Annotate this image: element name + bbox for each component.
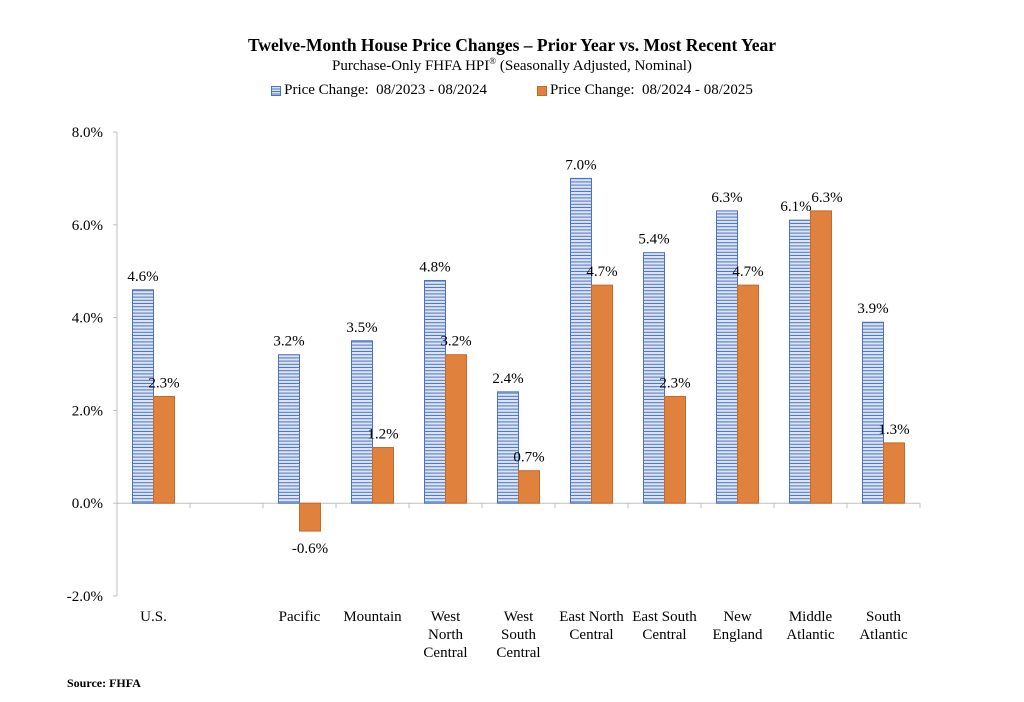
x-tick-label: New xyxy=(723,609,751,625)
x-tick-label: Pacific xyxy=(279,609,321,625)
x-tick-label: South xyxy=(866,609,902,625)
data-label: 0.7% xyxy=(513,450,544,466)
bar-recent-year xyxy=(372,447,394,504)
data-label: 7.0% xyxy=(565,157,596,173)
data-label: 3.2% xyxy=(440,334,471,350)
bar-recent-year xyxy=(737,284,759,504)
bar-prior-year xyxy=(278,354,300,504)
y-tick-label: 8.0% xyxy=(72,125,103,141)
x-tick-label: Atlantic xyxy=(859,627,908,643)
bar-prior-year xyxy=(424,279,446,504)
subtitle-tail: (Seasonally Adjusted, Nominal) xyxy=(496,58,692,74)
data-label: 4.7% xyxy=(732,264,763,280)
x-tick-label: Mountain xyxy=(343,609,402,625)
data-label: 2.3% xyxy=(659,375,690,391)
y-tick-label: 4.0% xyxy=(72,311,103,327)
legend-item-recent-year: Price Change: 08/2024 - 08/2025 xyxy=(537,82,753,99)
legend-item-prior-year: Price Change: 08/2023 - 08/2024 xyxy=(271,82,487,99)
data-label: 5.4% xyxy=(638,232,669,248)
bar-recent-year xyxy=(445,354,467,504)
data-label: 3.5% xyxy=(346,320,377,336)
data-label: 3.2% xyxy=(273,334,304,350)
data-label: 1.3% xyxy=(878,422,909,438)
bar-recent-year xyxy=(153,395,175,504)
chart-subtitle: Purchase-Only FHFA HPI® (Seasonally Adju… xyxy=(0,56,1024,75)
y-tick-label: 2.0% xyxy=(72,403,103,419)
bar-recent-year xyxy=(299,502,321,532)
data-label: 2.3% xyxy=(148,375,179,391)
source-note: Source: FHFA xyxy=(67,676,141,690)
bar-recent-year xyxy=(591,284,613,504)
registered-mark: ® xyxy=(489,56,497,66)
chart-title: Twelve-Month House Price Changes – Prior… xyxy=(248,35,776,55)
data-label: 4.6% xyxy=(127,269,158,285)
x-tick-label: North xyxy=(428,627,463,643)
bar-recent-year xyxy=(664,395,686,504)
subtitle-text: Purchase-Only FHFA HPI xyxy=(332,58,490,74)
x-tick-label: Central xyxy=(642,627,686,643)
bar-prior-year xyxy=(497,391,519,504)
x-tick-label: Central xyxy=(569,627,613,643)
x-tick-label: England xyxy=(713,627,763,643)
legend: Price Change: 08/2023 - 08/2024 Price Ch… xyxy=(0,82,1024,99)
legend-label-prior-year: Price Change: 08/2023 - 08/2024 xyxy=(284,82,487,98)
data-label: 1.2% xyxy=(367,427,398,443)
data-label: -0.6% xyxy=(292,541,328,557)
bar-prior-year xyxy=(716,210,738,504)
x-tick-label: Central xyxy=(423,645,467,661)
bar-prior-year xyxy=(643,252,665,504)
y-tick-label: 0.0% xyxy=(72,496,103,512)
x-tick-label: Atlantic xyxy=(786,627,835,643)
data-label: 6.1% xyxy=(780,199,811,215)
x-tick-label: West xyxy=(431,609,461,625)
data-label: 6.3% xyxy=(811,190,842,206)
y-tick-label: 6.0% xyxy=(72,218,103,234)
data-label: 2.4% xyxy=(492,371,523,387)
bar-prior-year xyxy=(570,177,592,504)
x-tick-label: South xyxy=(501,627,537,643)
bar-recent-year xyxy=(518,470,540,504)
x-tick-label: Central xyxy=(496,645,540,661)
x-tick-label: Middle xyxy=(789,609,833,625)
bar-prior-year xyxy=(789,219,811,504)
legend-label-recent-year: Price Change: 08/2024 - 08/2025 xyxy=(550,82,753,98)
bar-prior-year xyxy=(351,340,373,504)
bar-recent-year xyxy=(810,210,832,504)
data-label: 4.8% xyxy=(419,259,450,275)
legend-swatch-blue-icon xyxy=(271,85,282,96)
x-tick-label: East North xyxy=(559,609,624,625)
data-label: 4.7% xyxy=(586,264,617,280)
x-tick-label: West xyxy=(504,609,534,625)
legend-swatch-orange-icon xyxy=(537,85,547,96)
bar-prior-year xyxy=(862,321,884,504)
x-tick-label: U.S. xyxy=(140,609,167,625)
x-tick-label: East South xyxy=(632,609,697,625)
y-tick-label: -2.0% xyxy=(67,589,103,605)
data-label: 6.3% xyxy=(711,190,742,206)
bar-prior-year xyxy=(132,289,154,504)
bar-recent-year xyxy=(883,442,905,504)
data-label: 3.9% xyxy=(857,301,888,317)
